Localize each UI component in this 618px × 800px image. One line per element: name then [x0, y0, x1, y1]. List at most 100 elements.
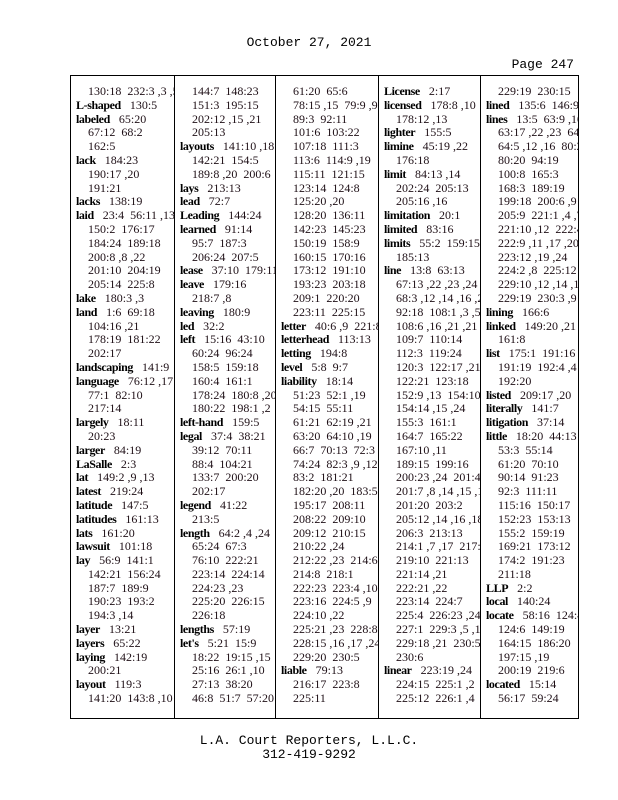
page-line-refs: 66:7 70:13 72:3: [293, 442, 376, 457]
page-line-refs: 224:2 ,8 225:12: [498, 263, 577, 278]
index-entry: licensed 178:8 ,10 178:12 ,13: [384, 98, 480, 127]
page-line-refs: 67:12 68:2: [88, 125, 143, 140]
index-entry: left 15:16 43:10 60:24 96:24 158:5 159:18 1…: [180, 332, 275, 416]
index-entry: letting 194:8: [281, 346, 378, 361]
page-line-refs: 90:14 91:23: [498, 470, 559, 485]
page-line-refs: 155:5: [424, 125, 452, 140]
page-line-refs: 56:17 59:24: [498, 691, 559, 706]
entry-line: 66:7 70:13 72:3: [281, 442, 378, 458]
entry-line: 218:7 ,8: [180, 291, 275, 306]
entry-line: 51:23 52:1 ,19: [281, 388, 378, 403]
index-entry: liability 18:14 51:23 52:1 ,19 54:15 55:11…: [281, 373, 378, 665]
page-line-refs: 18:14: [325, 373, 354, 388]
page-line-refs: 142:23 145:23: [293, 221, 366, 236]
page-line-refs: 95:7 187:3: [192, 235, 247, 250]
index-term: left-hand: [180, 415, 224, 430]
page-line-refs: 58:16 124:4: [522, 608, 578, 623]
entry-line: 190:23 193:2: [76, 595, 174, 609]
index-term: listed: [486, 387, 511, 402]
entry-line: 229:20 230:5: [281, 650, 378, 665]
entry-line: 64:5 ,12 ,16 80:20: [486, 139, 578, 154]
entry-line: laying 142:19: [76, 650, 174, 665]
footer-phone: 312-419-9292: [262, 747, 356, 762]
page-line-refs: 84:19: [113, 442, 142, 457]
page-line-refs: 206:3 213:13: [396, 525, 463, 540]
entry-line: 74:24 82:3 ,9 ,12: [281, 457, 378, 472]
page-line-refs: 40:6 ,9 221:8: [314, 318, 379, 333]
entry-line: 209:12 210:15: [281, 526, 378, 541]
page-line-refs: 224:23 ,23: [192, 580, 244, 595]
page-line-refs: 191:21: [88, 180, 122, 195]
page-line-refs: 167:10 ,11: [396, 442, 447, 457]
entry-line: latitudes 161:13: [76, 511, 174, 527]
page-line-refs: 39:12 70:11: [192, 442, 253, 457]
page-line-refs: 166:6: [521, 304, 550, 319]
entry-line: licensed 178:8 ,10: [384, 98, 480, 113]
entry-line: local 140:24: [486, 595, 578, 609]
entry-line: 221:14 ,21: [384, 566, 480, 582]
index-term: lead: [180, 194, 200, 209]
entry-line: letter 40:6 ,9 221:8: [281, 318, 379, 334]
index-term: LaSalle: [76, 456, 112, 471]
entry-line: 191:19 192:4 ,4: [486, 360, 578, 375]
page-line-refs: 64:2 ,4 ,24: [218, 525, 270, 540]
page-line-refs: 221:14 ,21: [396, 566, 448, 581]
index-term: leaving: [180, 304, 214, 319]
entry-line: 205:9 221:1 ,4 ,7: [486, 208, 578, 223]
entry-line: lease 37:10 179:11: [180, 263, 275, 278]
index-entry: limits 55:2 159:15 185:13: [384, 236, 480, 265]
entry-line: 164:7 165:22: [384, 429, 480, 444]
entry-line: lead 72:7: [180, 194, 275, 209]
page-line-refs: 161:13: [125, 511, 159, 526]
entry-line: 113:6 114:9 ,19: [281, 153, 378, 168]
index-term: lay: [76, 553, 91, 568]
entry-line: Leading 144:24: [180, 208, 275, 223]
page-line-refs: 195:17 208:11: [293, 497, 366, 512]
page-line-refs: 161:8: [498, 332, 526, 347]
index-term: level: [281, 359, 303, 374]
page-line-refs: 53:3 55:14: [498, 442, 553, 457]
page-line-refs: 108:6 ,16 ,21 ,21: [396, 318, 478, 333]
page-line-refs: 130:5: [129, 97, 158, 112]
page-line-refs: 130:18 232:3 ,3 ,5: [88, 84, 175, 98]
index-term: lacks: [76, 194, 101, 209]
entry-line: 185:13: [384, 250, 480, 265]
page-line-refs: 141:20 143:8 ,10: [88, 691, 173, 706]
entry-line: legend 41:22: [180, 498, 275, 513]
page-line-refs: 152:23 153:13: [498, 511, 571, 526]
entry-line: liability 18:14: [281, 373, 378, 389]
entry-line: 154:14 ,15 ,24: [384, 401, 480, 416]
entry-line: 160:4 161:1: [180, 374, 275, 389]
index-column: 130:18 232:3 ,3 ,5 L-shaped 130:5 labeled …: [71, 76, 175, 718]
index-term: length: [180, 525, 210, 540]
entry-line: 210:22 ,24: [281, 539, 378, 554]
page-line-refs: 224:15 225:1 ,2: [396, 677, 475, 692]
entry-line: 202:17: [180, 484, 275, 499]
index-entry: linear 223:19 ,24 224:15 225:1 ,2 225:12 2…: [384, 664, 480, 705]
page-line-refs: 223:14 224:14: [192, 566, 265, 581]
index-term: let's: [180, 635, 199, 650]
page-line-refs: 189:8 ,20 200:6: [192, 166, 271, 181]
entry-line: 90:14 91:23: [486, 470, 578, 485]
page-line-refs: 159:5: [232, 415, 260, 430]
page-line-refs: 147:5: [121, 497, 149, 512]
page-line-refs: 201:10 204:19: [88, 263, 161, 278]
entry-line: literally 141:7: [486, 401, 578, 416]
index-entry-continued: 130:18 232:3 ,3 ,5: [76, 84, 175, 99]
entry-line: lined 135:6 146:9: [486, 98, 578, 113]
page-line-refs: 202:17: [192, 484, 226, 499]
entry-line: left 15:16 43:10: [180, 332, 275, 347]
entry-line: 60:24 96:24: [180, 346, 275, 361]
entry-line: 216:17 223:8: [281, 677, 378, 692]
entry-line: language 76:12 ,17: [76, 374, 174, 389]
entry-line: 212:22 ,23 214:6: [281, 553, 378, 568]
page-line-refs: 150:2 176:17: [88, 221, 155, 236]
page-line-refs: 61:21 62:19 ,21: [293, 415, 372, 430]
index-term: locate: [486, 608, 514, 623]
page-line-refs: 122:21 123:18: [396, 373, 469, 388]
page-line-refs: 68:3 ,12 ,14 ,16 ,21: [396, 290, 481, 305]
page-line-refs: 219:24: [109, 484, 144, 499]
page-line-refs: 223:14 224:7: [396, 594, 463, 609]
page-line-refs: 200:23 ,24 201:4: [396, 470, 481, 485]
entry-line: lighter 155:5: [384, 125, 480, 140]
